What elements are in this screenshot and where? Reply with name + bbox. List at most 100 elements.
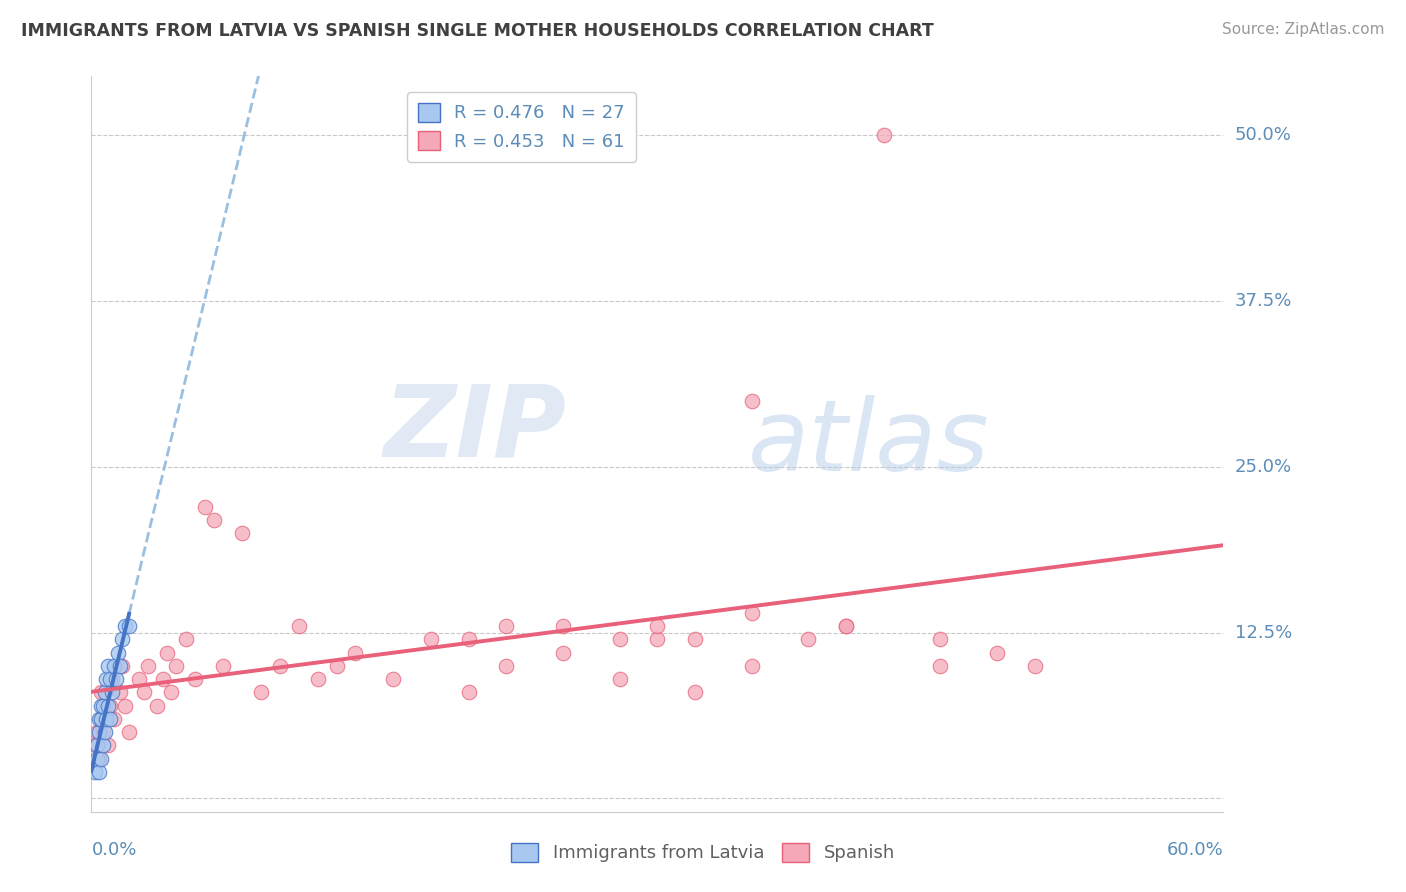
Point	[93, 698, 115, 713]
Point	[97, 739, 120, 753]
Point	[114, 698, 136, 713]
Text: IMMIGRANTS FROM LATVIA VS SPANISH SINGLE MOTHER HOUSEHOLDS CORRELATION CHART: IMMIGRANTS FROM LATVIA VS SPANISH SINGLE…	[21, 22, 934, 40]
Point	[90, 712, 112, 726]
Point	[835, 619, 858, 633]
Point	[457, 685, 479, 699]
Point	[84, 764, 107, 779]
Point	[495, 619, 517, 633]
Point	[156, 646, 179, 660]
Point	[184, 672, 207, 686]
Point	[159, 685, 181, 699]
Point	[929, 658, 952, 673]
Point	[269, 658, 291, 673]
Point	[90, 685, 112, 699]
Point	[101, 672, 124, 686]
Point	[872, 128, 894, 143]
Point	[136, 658, 159, 673]
Point	[551, 619, 574, 633]
Point	[307, 672, 329, 686]
Point	[86, 752, 108, 766]
Point	[107, 646, 129, 660]
Point	[382, 672, 405, 686]
Point	[419, 632, 441, 647]
Point	[835, 619, 858, 633]
Point	[193, 500, 217, 514]
Point	[231, 526, 253, 541]
Point	[90, 752, 112, 766]
Point	[609, 632, 631, 647]
Point	[344, 646, 367, 660]
Point	[97, 658, 120, 673]
Point	[96, 712, 118, 726]
Point	[146, 698, 169, 713]
Point	[288, 619, 311, 633]
Point	[98, 698, 121, 713]
Point	[87, 764, 110, 779]
Point	[87, 712, 110, 726]
Point	[96, 712, 118, 726]
Point	[108, 685, 131, 699]
Point	[93, 685, 115, 699]
Point	[87, 752, 110, 766]
Point	[118, 725, 141, 739]
Point	[325, 658, 347, 673]
Point	[551, 646, 574, 660]
Text: 0.0%: 0.0%	[91, 841, 136, 859]
Point	[741, 658, 763, 673]
Point	[929, 632, 952, 647]
Point	[609, 672, 631, 686]
Legend: R = 0.476   N = 27, R = 0.453   N = 61: R = 0.476 N = 27, R = 0.453 N = 61	[408, 92, 636, 161]
Point	[103, 712, 125, 726]
Text: 50.0%: 50.0%	[1234, 127, 1292, 145]
Point	[84, 739, 107, 753]
Point	[110, 632, 132, 647]
Point	[683, 685, 706, 699]
Point	[152, 672, 174, 686]
Point	[91, 725, 114, 739]
Point	[165, 658, 187, 673]
Point	[683, 632, 706, 647]
Point	[108, 658, 131, 673]
Point	[645, 619, 668, 633]
Point	[1024, 658, 1046, 673]
Text: atlas: atlas	[748, 395, 990, 492]
Point	[134, 685, 156, 699]
Text: 12.5%: 12.5%	[1234, 624, 1292, 641]
Point	[457, 632, 479, 647]
Point	[741, 606, 763, 620]
Point	[250, 685, 273, 699]
Point	[114, 619, 136, 633]
Point	[101, 685, 124, 699]
Point	[104, 672, 127, 686]
Point	[87, 725, 110, 739]
Point	[174, 632, 197, 647]
Point	[986, 646, 1008, 660]
Point	[97, 698, 120, 713]
Text: 37.5%: 37.5%	[1234, 293, 1292, 310]
Point	[86, 739, 108, 753]
Point	[118, 619, 141, 633]
Point	[645, 632, 668, 647]
Point	[103, 658, 125, 673]
Point	[741, 393, 763, 408]
Point	[202, 513, 225, 527]
Point	[90, 698, 112, 713]
Text: ZIP: ZIP	[384, 381, 567, 477]
Point	[93, 725, 115, 739]
Point	[797, 632, 820, 647]
Point	[98, 712, 121, 726]
Text: Source: ZipAtlas.com: Source: ZipAtlas.com	[1222, 22, 1385, 37]
Point	[91, 739, 114, 753]
Point	[495, 658, 517, 673]
Point	[110, 658, 132, 673]
Point	[91, 698, 114, 713]
Text: 60.0%: 60.0%	[1167, 841, 1223, 859]
Point	[86, 725, 108, 739]
Legend: Immigrants from Latvia, Spanish: Immigrants from Latvia, Spanish	[503, 836, 903, 870]
Point	[90, 712, 112, 726]
Point	[212, 658, 235, 673]
Point	[96, 672, 118, 686]
Point	[98, 672, 121, 686]
Point	[128, 672, 150, 686]
Text: 25.0%: 25.0%	[1234, 458, 1292, 476]
